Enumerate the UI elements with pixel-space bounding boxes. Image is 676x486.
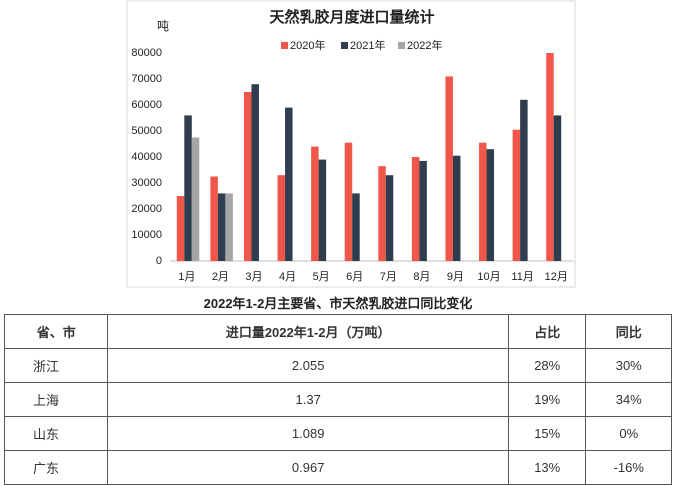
y-tick-label: 20000 xyxy=(131,203,162,215)
table: 省、市 进口量2022年1-2月（万吨） 占比 同比 浙江 2.055 28% 30% 上海 1.… xyxy=(3,314,672,485)
x-tick-label: 9月 xyxy=(447,271,464,283)
x-tick-label: 6月 xyxy=(346,271,363,283)
x-tick-label: 2月 xyxy=(212,271,229,283)
bar xyxy=(217,193,226,261)
x-tick-label: 1月 xyxy=(178,271,195,283)
bar xyxy=(546,53,554,261)
bar xyxy=(285,107,293,261)
cell: 浙江 xyxy=(3,348,109,383)
bar xyxy=(512,129,521,261)
legend-swatch xyxy=(398,42,405,49)
bar xyxy=(277,175,286,261)
header-row: 省、市 进口量2022年1-2月（万吨） 占比 同比 xyxy=(3,314,672,349)
row: 上海 1.37 19% 34% xyxy=(3,382,672,417)
cell: 0% xyxy=(585,416,672,451)
chart: 天然乳胶月度进口量统计 吨 0 10000 20000 30000 40000 50000… xyxy=(126,0,576,288)
bar xyxy=(378,166,386,261)
legend-swatch xyxy=(341,42,348,49)
cell: 2.055 xyxy=(107,348,509,383)
cell: 34% xyxy=(585,382,672,417)
x-tick-label: 3月 xyxy=(245,271,262,283)
bar xyxy=(176,196,185,261)
bar xyxy=(452,155,461,261)
cell: 0.967 xyxy=(107,450,509,485)
header-cell: 同比 xyxy=(585,314,672,349)
bar xyxy=(318,159,327,261)
x-tick-label: 5月 xyxy=(313,271,330,283)
bar xyxy=(243,92,252,261)
bar xyxy=(411,157,420,261)
x-tick-label: 11月 xyxy=(511,271,533,283)
header-cell: 省、市 xyxy=(3,314,109,349)
cell: 1.089 xyxy=(107,416,509,451)
x-tick-label: 7月 xyxy=(380,271,397,283)
x-tick-label: 8月 xyxy=(413,271,430,283)
bar xyxy=(479,142,487,261)
legend-label: 2022年 xyxy=(407,38,442,52)
bar xyxy=(486,149,495,261)
cell: 1.37 xyxy=(107,382,509,417)
cell: 上海 xyxy=(3,382,109,417)
legend-swatch xyxy=(281,42,288,49)
legend-label: 2021年 xyxy=(350,38,385,52)
y-tick-label: 40000 xyxy=(131,151,162,163)
y-tick-label: 30000 xyxy=(131,177,162,189)
y-tick-label: 10000 xyxy=(131,229,162,241)
x-tick-label: 12月 xyxy=(545,271,568,283)
bar xyxy=(191,137,200,261)
y-axis-unit: 吨 xyxy=(157,19,169,33)
chart-title: 天然乳胶月度进口量统计 xyxy=(269,8,434,26)
bar xyxy=(251,84,259,261)
header-cell: 进口量2022年1-2月（万吨） xyxy=(107,314,509,349)
x-tick-label: 4月 xyxy=(279,271,296,283)
cell: 28% xyxy=(507,348,587,383)
bar xyxy=(445,76,453,262)
legend-label: 2020年 xyxy=(290,38,325,52)
y-tick-label: 70000 xyxy=(131,73,162,85)
cell: 山东 xyxy=(3,416,109,451)
bar xyxy=(419,160,427,261)
bar xyxy=(210,176,218,261)
bar xyxy=(311,146,319,261)
header-cell: 占比 xyxy=(507,314,587,349)
cell: 30% xyxy=(585,348,672,383)
bar xyxy=(520,99,528,261)
cell: 13% xyxy=(507,450,587,485)
y-tick-label: 0 xyxy=(156,255,162,267)
bar xyxy=(385,175,394,261)
row: 广东 0.967 13% -16% xyxy=(3,450,672,485)
y-tick-label: 60000 xyxy=(131,99,162,111)
cell: 广东 xyxy=(3,450,109,485)
row: 山东 1.089 15% 0% xyxy=(3,416,672,451)
bar xyxy=(184,115,192,262)
bar xyxy=(352,193,360,261)
bar xyxy=(344,142,353,261)
bar xyxy=(225,193,233,261)
row: 浙江 2.055 28% 30% xyxy=(3,348,672,383)
y-tick-label: 50000 xyxy=(131,125,162,137)
cell: -16% xyxy=(585,450,672,485)
chart-frame xyxy=(126,0,576,288)
x-tick-label: 10月 xyxy=(477,271,500,283)
cell: 19% xyxy=(507,382,587,417)
cell: 15% xyxy=(507,416,587,451)
y-tick-label: 80000 xyxy=(131,47,162,59)
bar xyxy=(553,115,562,262)
table-caption: 2022年1-2月主要省、市天然乳胶进口同比变化 xyxy=(203,296,473,311)
